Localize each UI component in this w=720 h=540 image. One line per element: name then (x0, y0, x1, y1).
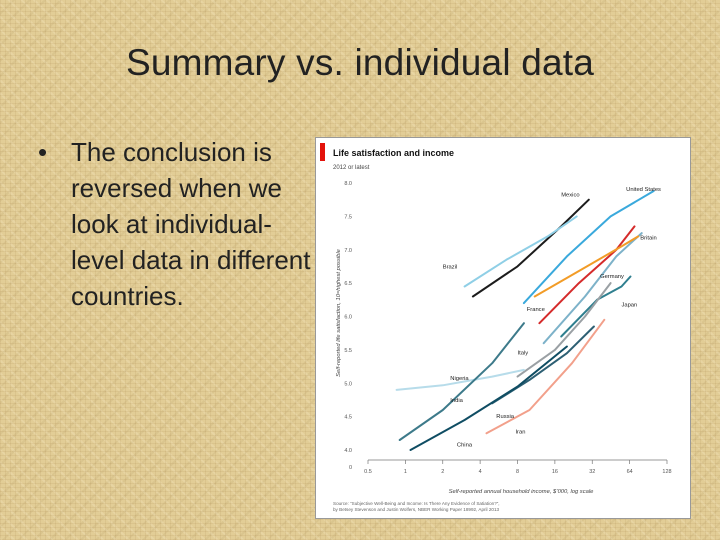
series-label-united-states: United States (626, 187, 661, 193)
series-line-china (409, 345, 568, 451)
series-label-nigeria: Nigeria (450, 376, 469, 382)
x-axis-ticks: 0.5 1 2 4 8 16 32 64 128 (364, 460, 672, 475)
series-labels: United States Mexico Brazil Britain Germany F… (443, 187, 661, 449)
x-tick-label: 0.5 (364, 469, 372, 475)
series-line-iran (485, 318, 606, 435)
series-line-nigeria (395, 368, 525, 391)
life-satisfaction-chart: Life satisfaction and income 2012 or lat… (320, 143, 672, 512)
series-label-britain: Britain (640, 236, 656, 242)
y-axis-ticks: 4.0 4.5 5.0 5.5 6.0 6.5 7.0 7.5 8.0 (344, 181, 352, 454)
series-label-japan: Japan (621, 302, 637, 308)
x-tick-label: 2 (441, 469, 444, 475)
chart-source-note: Source: “Subjective Well-Being and Incom… (333, 501, 501, 512)
y-tick-label: 4.0 (344, 448, 352, 454)
bullet-symbol: • (38, 137, 48, 167)
series-label-china: China (457, 443, 473, 449)
y-tick-label: 8.0 (344, 181, 352, 187)
series-lines (395, 190, 655, 451)
series-label-iran: Iran (515, 429, 525, 435)
brand-red-marker (320, 143, 325, 161)
series-label-mexico: Mexico (561, 192, 579, 198)
x-tick-label: 128 (662, 469, 671, 475)
x-tick-label: 16 (552, 469, 558, 475)
y-axis-title: Self-reported life satisfaction, 10=high… (336, 248, 342, 377)
y-tick-label: 5.5 (344, 348, 352, 354)
chart-subtitle: 2012 or latest (333, 165, 370, 171)
series-label-italy: Italy (518, 351, 529, 357)
series-label-germany: Germany (600, 274, 624, 280)
y-tick-label: 7.5 (344, 214, 352, 220)
series-line-japan (560, 275, 632, 338)
x-tick-label: 8 (516, 469, 519, 475)
y-tick-label: 5.0 (344, 381, 352, 387)
series-line-brazil (463, 215, 578, 288)
x-tick-label: 4 (479, 469, 482, 475)
y-tick-label: 6.5 (344, 281, 352, 287)
slide-title: Summary vs. individual data (125, 42, 595, 83)
series-label-brazil: Brazil (443, 264, 458, 270)
x-tick-label: 1 (404, 469, 407, 475)
series-label-india: India (450, 398, 463, 404)
series-line-germany (542, 232, 643, 345)
chart-image-frame: Life satisfaction and income 2012 or lat… (315, 137, 691, 519)
series-line-britain (538, 225, 636, 325)
series-line-india (398, 322, 525, 441)
chart-source-line-1: Source: “Subjective Well-Being and Incom… (333, 501, 500, 506)
x-tick-label: 64 (627, 469, 633, 475)
x-tick-label: 32 (589, 469, 595, 475)
y-tick-label: 6.0 (344, 315, 352, 321)
x-axis-title: Self-reported annual household income, $… (449, 489, 594, 495)
series-line-italy (516, 282, 612, 378)
series-label-russia: Russia (496, 414, 514, 420)
chart-source-line-2: by Betsey Stevenson and Justin Wolfers, … (333, 507, 500, 512)
series-line-france (533, 235, 640, 298)
series-line-united-states (522, 190, 655, 305)
chart-title: Life satisfaction and income (333, 148, 454, 158)
y-tick-label: 7.0 (344, 248, 352, 254)
series-label-france: France (527, 307, 545, 313)
y-tick-label: 4.5 (344, 415, 352, 421)
series-line-mexico (471, 198, 590, 298)
bullet-text: The conclusion is reversed when we look … (71, 137, 311, 311)
y-axis-break-label: 0 (349, 465, 352, 471)
